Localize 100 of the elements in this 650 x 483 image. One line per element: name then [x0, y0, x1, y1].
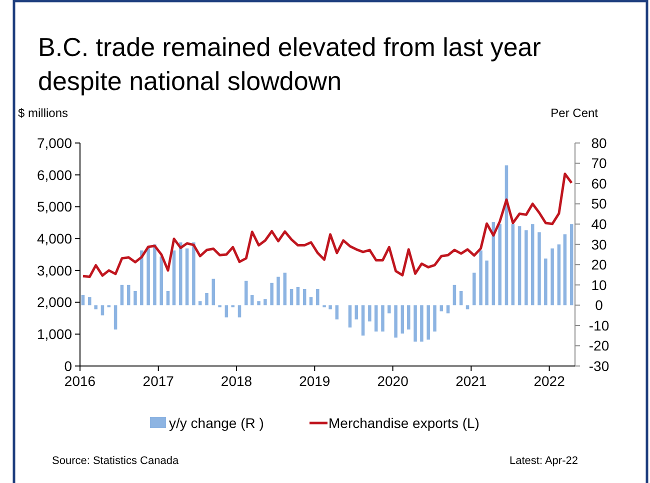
bar	[100, 305, 104, 316]
x-tick-label: 2020	[377, 373, 409, 389]
y-tick-label: 0	[64, 358, 72, 374]
y2-tick-label: 0	[595, 297, 604, 314]
bar	[185, 248, 189, 306]
bar	[550, 248, 554, 306]
y2-tick-label: 70	[591, 155, 607, 172]
text: Latest: Apr-22	[510, 455, 578, 467]
y-tick-label: 1,000	[36, 326, 72, 342]
bar	[153, 244, 156, 306]
y2-tick-label: -20	[588, 338, 610, 354]
bar	[524, 230, 528, 306]
bar	[348, 305, 352, 328]
bar	[368, 305, 372, 322]
y2-axis-title: Per Cent	[550, 106, 599, 120]
bar	[238, 305, 242, 318]
bar	[166, 290, 170, 306]
bar	[140, 250, 144, 306]
bar	[570, 224, 574, 306]
bar	[354, 305, 358, 320]
bar	[224, 305, 228, 318]
bar	[316, 288, 320, 306]
bar	[420, 305, 424, 342]
chart-title: B.C. trade remained elevated from last year despite national slowdown	[38, 32, 542, 96]
y-tick-label: 5,000	[36, 198, 72, 215]
bar	[296, 286, 300, 306]
bar	[400, 305, 404, 334]
bar	[94, 305, 98, 310]
y2-tick-label: 60	[591, 175, 607, 192]
x-tick-label: 2017	[142, 373, 174, 389]
bar	[290, 288, 294, 306]
bar	[283, 272, 287, 306]
bar	[446, 305, 450, 314]
bar	[538, 232, 541, 306]
bar	[440, 305, 444, 312]
bar	[302, 288, 306, 306]
bar	[205, 293, 208, 306]
bar	[511, 224, 515, 306]
bar	[388, 305, 391, 314]
bar	[459, 290, 463, 306]
bar	[309, 297, 313, 306]
y2-tick-label: -30	[588, 358, 610, 374]
y-tick-label: 6,000	[36, 166, 72, 183]
x-tick-label: 2018	[220, 373, 252, 389]
bar	[452, 284, 456, 306]
y2-tick-label: 50	[591, 196, 607, 212]
source-note: Source: Statistics Canada	[52, 455, 180, 467]
bar	[114, 305, 118, 330]
y-tick-label: 7,000	[36, 134, 72, 151]
bar	[146, 246, 150, 306]
y-tick-label: 2,000	[36, 294, 72, 310]
bar	[518, 226, 522, 306]
bar	[335, 305, 339, 320]
x-tick-label: 2021	[456, 373, 487, 389]
bar	[426, 305, 430, 340]
bar	[81, 295, 85, 306]
y-axis-title: $ millions	[18, 106, 68, 120]
x-tick-label: 2016	[64, 373, 96, 389]
bar	[557, 244, 561, 306]
bar	[466, 305, 470, 310]
bar	[134, 290, 137, 306]
bar	[179, 242, 182, 306]
x-tick-label: 2019	[299, 373, 330, 389]
y-tick-label: 4,000	[36, 230, 72, 246]
bar	[361, 305, 365, 336]
bar	[244, 280, 248, 306]
bar	[498, 224, 502, 306]
bar	[485, 260, 488, 306]
bar	[264, 299, 267, 306]
bar	[250, 295, 254, 306]
y2-tick-label: 30	[591, 236, 607, 252]
y2-tick-label: 80	[591, 134, 607, 151]
bar	[276, 276, 280, 306]
x-tick-label: 2022	[534, 373, 566, 389]
y2-tick-label: 20	[591, 256, 607, 273]
y2-tick-label: -10	[588, 317, 610, 334]
bar	[381, 305, 384, 332]
bar	[472, 272, 476, 306]
bar	[270, 282, 274, 306]
legend-label: Merchandise exports (L)	[328, 414, 480, 431]
bar	[160, 256, 163, 306]
bar	[394, 305, 398, 338]
bar	[257, 301, 260, 306]
bar	[120, 284, 124, 306]
y2-tick-label: 10	[591, 276, 607, 293]
y-tick-label: 3,000	[36, 262, 72, 278]
bar	[433, 305, 436, 332]
bar	[407, 305, 410, 330]
bar	[479, 250, 482, 306]
bar	[374, 305, 378, 332]
bar	[88, 297, 92, 306]
bar	[328, 305, 332, 310]
bar	[126, 284, 130, 306]
line-series	[82, 172, 573, 278]
bar	[544, 258, 548, 306]
bar	[172, 250, 176, 306]
bar	[198, 301, 202, 306]
bar	[212, 278, 216, 306]
bar	[192, 242, 196, 306]
legend-label: y/y change (R )	[169, 414, 264, 431]
